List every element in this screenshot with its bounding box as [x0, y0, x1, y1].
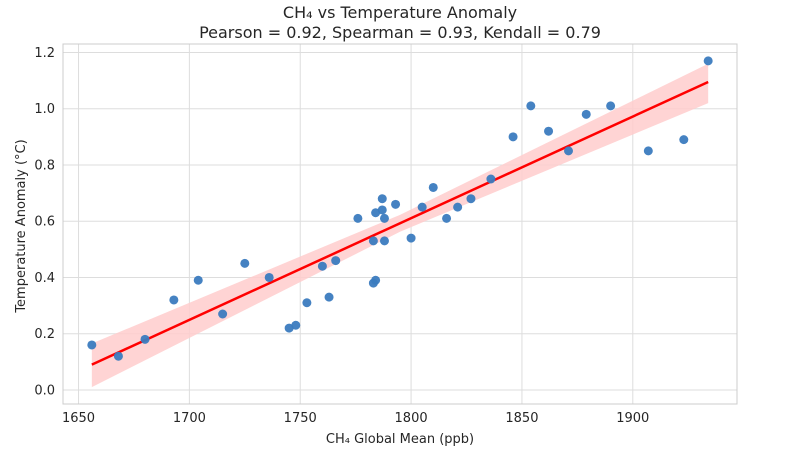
chart-subtitle: Pearson = 0.92, Spearman = 0.93, Kendall…	[199, 23, 601, 42]
scatter-point-0	[87, 340, 97, 350]
scatter-point-20	[377, 194, 387, 204]
scatter-point-10	[302, 298, 312, 308]
scatter-point-12	[324, 292, 334, 302]
scatter-point-25	[417, 202, 427, 212]
scatter-point-13	[331, 256, 341, 266]
scatter-point-22	[379, 236, 389, 246]
scatter-point-36	[606, 101, 616, 111]
y-tick-labels: 0.0 0.2 0.4 0.6 0.8 1.0 1.2	[34, 46, 55, 399]
scatter-point-3	[169, 295, 179, 305]
scatter-point-2	[140, 334, 150, 344]
scatter-point-31	[508, 132, 518, 142]
y-tick-label-2: 0.4	[34, 271, 55, 286]
x-axis-label: CH₄ Global Mean (ppb)	[326, 432, 474, 447]
scatter-point-4	[193, 275, 203, 285]
regression-line-group	[91, 80, 709, 366]
scatter-point-1	[113, 351, 123, 361]
y-tick-label-4: 0.8	[34, 158, 55, 173]
x-tick-label-0: 1650	[62, 411, 95, 426]
scatter-point-17	[371, 275, 381, 285]
plot-frame	[62, 43, 738, 405]
scatter-point-33	[544, 126, 554, 136]
scatter-point-37	[643, 146, 653, 156]
scatter-point-32	[526, 101, 536, 111]
scatter-point-9	[291, 320, 301, 330]
scatter-point-26	[428, 182, 438, 192]
chart-title: CH₄ vs Temperature Anomaly	[283, 3, 517, 22]
y-axis-label: Temperature Anomaly (°C)	[14, 139, 29, 313]
scatter-point-11	[317, 261, 327, 271]
scatter-point-14	[353, 213, 363, 223]
scatter-point-29	[466, 194, 476, 204]
x-tick-label-5: 1900	[616, 411, 649, 426]
scatter-point-27	[442, 213, 452, 223]
scatter-point-35	[581, 109, 591, 119]
scatter-point-28	[453, 202, 463, 212]
x-tick-label-2: 1750	[284, 411, 317, 426]
scatter-point-38	[679, 135, 689, 145]
x-tick-label-3: 1800	[395, 411, 428, 426]
y-tick-label-1: 0.2	[34, 327, 55, 342]
scatter-point-21	[379, 213, 389, 223]
regression-line	[91, 80, 709, 366]
scatter-point-39	[703, 56, 713, 66]
confidence-band-area	[91, 63, 709, 388]
scatter-point-6	[240, 258, 250, 268]
x-tick-label-1: 1700	[173, 411, 206, 426]
confidence-band	[91, 63, 709, 388]
scatter-point-30	[486, 174, 496, 184]
scatter-point-34	[564, 146, 573, 156]
scatter-point-24	[406, 233, 416, 243]
scatter-points	[87, 56, 713, 361]
scatter-point-19	[377, 205, 387, 215]
y-tick-label-3: 0.6	[34, 215, 55, 230]
plot-area-border	[62, 43, 738, 405]
scatter-point-5	[218, 309, 228, 319]
y-tick-label-6: 1.2	[34, 46, 55, 61]
scatter-point-7	[264, 272, 274, 282]
x-tick-label-4: 1850	[505, 411, 538, 426]
scatter-point-15	[368, 236, 378, 246]
x-tick-labels: 1650 1700 1750 1800 1850 1900	[62, 411, 649, 426]
scatter-point-23	[391, 199, 401, 209]
y-tick-label-0: 0.0	[34, 383, 55, 398]
y-tick-label-5: 1.0	[34, 102, 55, 117]
